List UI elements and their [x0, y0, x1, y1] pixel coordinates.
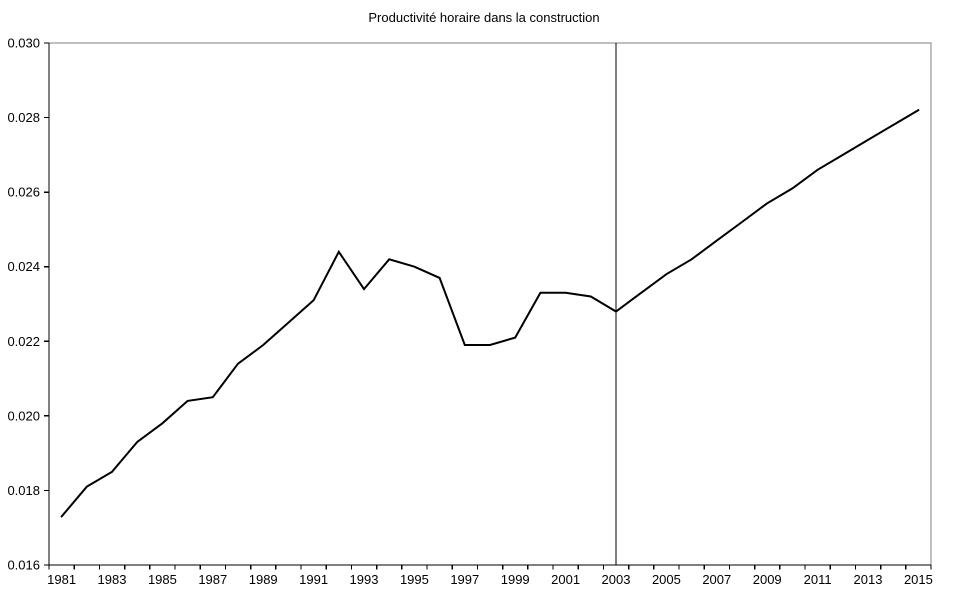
x-tick-label: 1991	[299, 572, 328, 587]
y-tick-label: 0.018	[7, 483, 40, 498]
x-tick-label: 1983	[98, 572, 127, 587]
x-tick-label: 1987	[198, 572, 227, 587]
x-tick-label: 2001	[551, 572, 580, 587]
y-tick-label: 0.026	[7, 185, 40, 200]
x-tick-label: 2013	[854, 572, 883, 587]
plot-frame	[49, 42, 932, 565]
x-tick-label: 2005	[652, 572, 681, 587]
x-tick-label: 1981	[47, 572, 76, 587]
axes: 0.016 0.018 0.020 0.022 0.024 0.026 0.028 0.030…	[7, 36, 932, 588]
x-tick-label: 1989	[249, 572, 278, 587]
x-tick-label: 2007	[702, 572, 731, 587]
x-tick-label: 1995	[400, 572, 429, 587]
y-tick-label: 0.028	[7, 110, 40, 125]
y-tick-label: 0.024	[7, 259, 40, 274]
x-tick-label: 2015	[904, 572, 933, 587]
x-tick-label: 1993	[350, 572, 379, 587]
x-tick-label: 2003	[602, 572, 631, 587]
x-tick-label: 1997	[450, 572, 479, 587]
chart-title: Productivité horaire dans la constructio…	[368, 10, 599, 25]
y-tick-label: 0.022	[7, 334, 40, 349]
y-tick-label: 0.016	[7, 558, 40, 573]
x-tick-label: 1999	[501, 572, 530, 587]
plot-frame-border	[49, 42, 932, 565]
y-tick-label: 0.030	[7, 36, 40, 51]
data-series	[60, 109, 920, 518]
x-tick-label: 1985	[148, 572, 177, 587]
x-tick-label: 2011	[804, 572, 832, 587]
x-tick-label: 2009	[753, 572, 782, 587]
y-tick-label: 0.020	[7, 408, 40, 423]
productivity-data-line	[60, 109, 920, 518]
